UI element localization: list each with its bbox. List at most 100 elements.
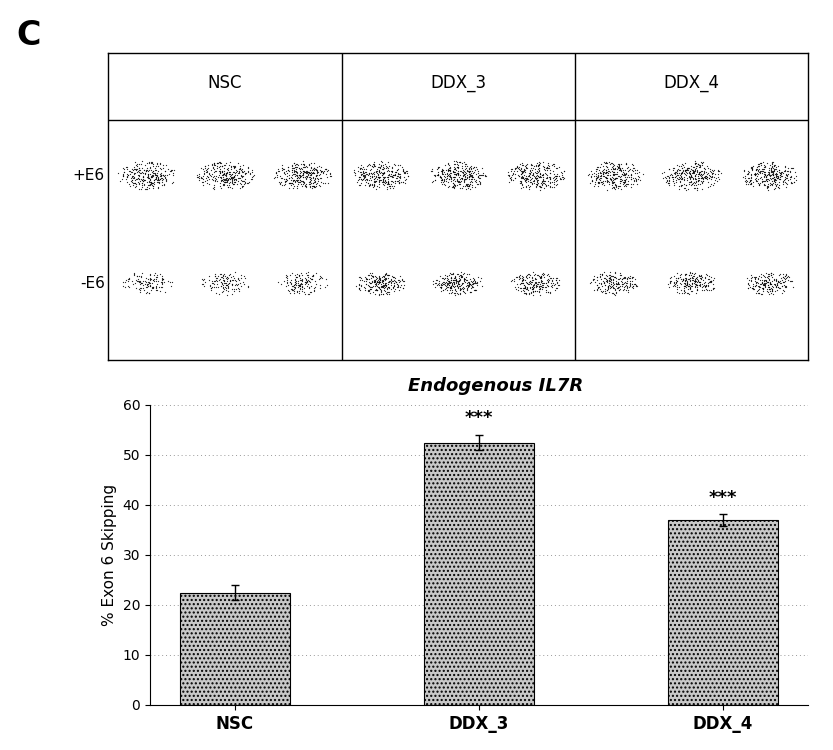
Point — [510, 271, 523, 283]
Point — [522, 276, 536, 288]
Point — [591, 176, 604, 188]
Point — [766, 158, 779, 170]
Point — [693, 276, 706, 288]
Point — [766, 178, 779, 190]
Point — [671, 169, 684, 181]
Point — [217, 178, 231, 190]
Point — [596, 170, 610, 182]
Point — [694, 175, 707, 187]
Point — [360, 275, 373, 287]
Point — [392, 171, 406, 183]
Point — [309, 275, 322, 287]
Point — [291, 161, 304, 173]
Point — [516, 171, 530, 183]
Point — [604, 274, 617, 286]
Point — [753, 167, 766, 179]
Point — [356, 174, 369, 186]
Point — [360, 278, 373, 290]
Point — [607, 172, 621, 184]
Point — [671, 283, 684, 295]
Point — [304, 286, 317, 298]
Point — [593, 172, 606, 184]
Point — [389, 172, 402, 184]
Point — [751, 164, 764, 176]
Point — [541, 274, 555, 286]
Point — [370, 277, 383, 289]
Point — [681, 278, 694, 290]
Point — [372, 281, 386, 293]
Point — [625, 170, 638, 182]
Point — [674, 160, 687, 172]
Point — [663, 169, 676, 181]
Point — [536, 280, 549, 292]
Point — [151, 284, 164, 296]
Point — [368, 278, 382, 290]
Point — [367, 168, 380, 180]
Point — [759, 169, 772, 181]
Point — [611, 163, 624, 175]
Point — [516, 159, 529, 171]
Point — [750, 172, 763, 184]
Point — [246, 171, 259, 183]
Point — [525, 280, 538, 292]
Point — [516, 274, 530, 286]
Point — [529, 277, 542, 289]
Point — [228, 173, 242, 185]
Point — [770, 280, 783, 292]
Point — [279, 172, 292, 184]
Point — [449, 284, 462, 296]
Point — [510, 161, 523, 173]
Point — [444, 272, 457, 284]
Point — [624, 168, 637, 180]
Point — [222, 269, 236, 281]
Point — [516, 159, 529, 171]
Point — [535, 169, 548, 181]
Point — [364, 170, 377, 182]
Point — [518, 283, 531, 295]
Point — [526, 285, 540, 297]
Point — [146, 281, 159, 293]
Point — [392, 274, 405, 286]
Point — [215, 166, 228, 178]
Point — [516, 274, 529, 286]
Point — [694, 169, 707, 181]
Point — [704, 275, 717, 287]
Point — [364, 167, 377, 179]
Point — [530, 279, 543, 291]
Point — [281, 277, 294, 289]
Point — [605, 173, 618, 185]
Point — [556, 171, 570, 183]
Point — [281, 164, 294, 176]
Point — [462, 278, 476, 290]
Point — [543, 177, 556, 189]
Point — [612, 170, 626, 182]
Point — [669, 272, 682, 284]
Point — [614, 172, 627, 184]
Point — [506, 167, 519, 179]
Point — [691, 182, 704, 194]
Point — [381, 286, 394, 298]
Point — [697, 162, 711, 174]
Point — [681, 283, 695, 295]
Point — [599, 166, 612, 178]
Point — [682, 176, 696, 188]
Point — [436, 278, 450, 290]
Point — [516, 172, 530, 184]
Point — [296, 167, 309, 179]
Point — [768, 160, 781, 172]
Point — [511, 164, 524, 176]
Point — [745, 167, 758, 179]
Point — [615, 183, 628, 195]
Point — [391, 170, 404, 182]
Point — [533, 282, 546, 294]
Point — [216, 165, 229, 177]
Point — [158, 166, 172, 178]
Point — [381, 269, 394, 281]
Point — [470, 276, 483, 288]
Point — [296, 176, 309, 188]
Point — [746, 160, 760, 172]
Point — [609, 172, 622, 184]
Point — [672, 166, 686, 178]
Point — [140, 279, 153, 291]
Point — [543, 272, 556, 284]
